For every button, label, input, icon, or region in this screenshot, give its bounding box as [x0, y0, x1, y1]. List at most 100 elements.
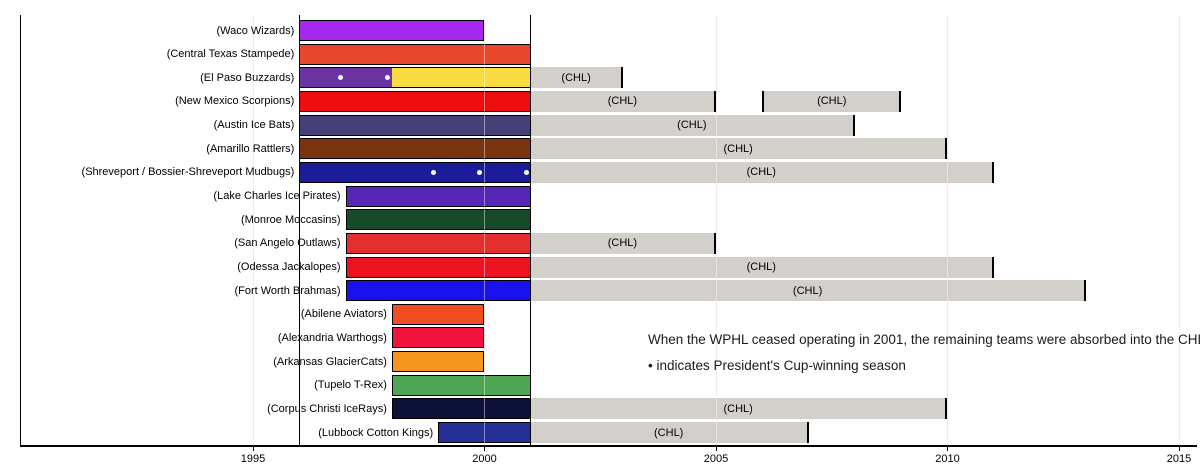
y-axis-spine: [20, 15, 21, 447]
team-bar-wphl: [391, 303, 485, 325]
team-bar-wphl: [299, 43, 531, 65]
team-bar-wphl: [299, 161, 531, 183]
axis-tick-label: 2010: [935, 452, 960, 464]
chl-label: (CHL): [723, 402, 753, 415]
axis-tick-label: 2015: [1166, 452, 1192, 464]
wphl-bar-segment: [300, 44, 530, 64]
team-label: (New Mexico Scorpions): [175, 95, 295, 108]
wphl-bar-segment: [346, 186, 530, 206]
team-bar-chl: (CHL): [762, 90, 902, 112]
team-label: (Corpus Christi IceRays): [267, 402, 387, 415]
wphl-bar-segment: [392, 328, 484, 348]
team-label: (Waco Wizards): [216, 24, 295, 37]
chl-label: (CHL): [817, 95, 847, 108]
team-label: (El Paso Buzzards): [200, 71, 295, 84]
gridline: [252, 15, 254, 446]
wphl-bar-segment: [300, 115, 530, 135]
team-bar-chl: (CHL): [530, 114, 855, 136]
wphl-bar-segment: [392, 352, 484, 372]
team-label: (Fort Worth Brahmas): [234, 284, 341, 297]
team-label: (Shreveport / Bossier-Shreveport Mudbugs…: [81, 166, 295, 179]
x-axis-line: [20, 444, 1197, 447]
team-bar-chl: (CHL): [530, 280, 1087, 302]
team-label: (Tupelo T-Rex): [314, 379, 387, 392]
team-bar-chl: (CHL): [530, 138, 948, 160]
team-label: (Monroe Moccasins): [240, 213, 341, 226]
team-label: (Abilene Aviators): [300, 308, 387, 321]
presidents-cup-dot: [384, 75, 390, 81]
gridline-highlight: [715, 15, 717, 446]
era-boundary-line: [298, 15, 300, 446]
team-bar-wphl: [438, 422, 531, 444]
gridline: [715, 15, 717, 446]
annotation-chl-absorption: When the WPHL ceased operating in 2001, …: [648, 332, 1200, 347]
presidents-cup-dot: [431, 169, 437, 175]
wphl-bar-segment: [392, 304, 484, 324]
team-label: (Lubbock Cotton Kings): [318, 426, 434, 439]
wphl-bar-segment: [346, 210, 530, 230]
team-label: (Austin Ice Bats): [213, 119, 295, 132]
team-bar-wphl: [391, 327, 485, 349]
axis-tick-label: 2000: [472, 452, 497, 464]
chl-label: (CHL): [792, 284, 823, 297]
team-bar-wphl: [391, 374, 531, 396]
team-label: (Central Texas Stampede): [166, 48, 295, 61]
team-bar-chl: (CHL): [530, 232, 716, 254]
team-bar-wphl: [345, 232, 531, 254]
axis-tick-label: 1995: [240, 452, 266, 464]
team-bar-chl: (CHL): [530, 161, 994, 183]
axis-tick: [715, 445, 717, 451]
chl-label: (CHL): [561, 71, 591, 84]
team-bar-wphl: [345, 280, 531, 302]
gridline-highlight: [947, 15, 948, 446]
presidents-cup-dot: [477, 169, 483, 175]
team-bar-wphl: [345, 209, 531, 231]
wphl-bar-segment: [300, 91, 530, 111]
chl-label: (CHL): [654, 426, 684, 439]
chl-label: (CHL): [607, 237, 638, 250]
team-label: (Arkansas GlacierCats): [273, 355, 387, 368]
chl-label: (CHL): [746, 166, 776, 179]
era-boundary-line: [530, 15, 532, 446]
gridline: [1178, 15, 1180, 446]
wphl-bar-segment: [346, 233, 530, 253]
annotation-presidents-cup-note: • indicates President's Cup-winning seas…: [648, 358, 906, 373]
team-label: (Lake Charles Ice Pirates): [213, 190, 341, 203]
gridline-highlight: [1178, 15, 1180, 446]
wphl-bar-segment: [392, 375, 530, 395]
wphl-bar-segment: [300, 139, 530, 159]
gridline: [484, 15, 485, 446]
chl-label: (CHL): [677, 119, 707, 132]
chl-label: (CHL): [746, 261, 776, 273]
team-bar-wphl: [299, 114, 531, 136]
team-bar-wphl: [299, 67, 531, 89]
gridline-highlight: [484, 15, 485, 446]
team-bar-chl: (CHL): [530, 256, 994, 278]
wphl-bar-segment: [346, 257, 530, 277]
axis-tick: [484, 445, 485, 451]
gridline-highlight: [252, 15, 254, 446]
team-bar-wphl: [345, 185, 531, 207]
team-bar-chl: (CHL): [530, 398, 948, 420]
team-bar-wphl: [391, 398, 531, 420]
team-bar-wphl: [299, 138, 531, 160]
team-bar-chl: (CHL): [530, 422, 809, 444]
team-bar-wphl: [345, 256, 531, 278]
wphl-bar-segment: [300, 68, 393, 88]
presidents-cup-dot: [523, 169, 529, 175]
gridline: [947, 15, 948, 446]
chl-label: (CHL): [723, 142, 753, 155]
axis-tick-label: 2005: [703, 452, 729, 464]
wphl-bar-segment: [439, 423, 530, 443]
team-bar-wphl: [299, 20, 485, 41]
team-label: (San Angelo Outlaws): [234, 237, 341, 250]
presidents-cup-dot: [338, 75, 344, 81]
team-bar-chl: (CHL): [530, 90, 716, 112]
axis-tick: [252, 445, 254, 451]
wphl-bar-segment: [300, 162, 530, 182]
wphl-bar-segment: [391, 68, 530, 88]
team-label: (Amarillo Rattlers): [206, 142, 295, 155]
wphl-bar-segment: [300, 21, 484, 40]
